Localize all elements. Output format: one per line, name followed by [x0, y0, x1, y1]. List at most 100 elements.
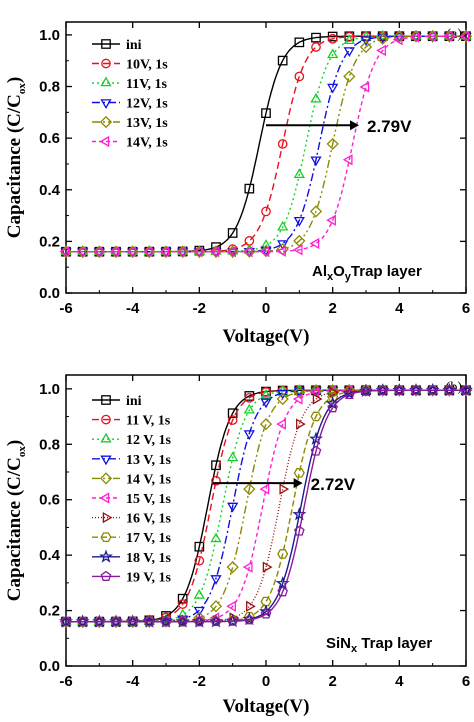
y-axis-label: Capacitance (C/Cox) — [4, 440, 28, 601]
x-tick-label: -4 — [126, 300, 140, 317]
marker-triangle-left — [242, 561, 253, 573]
legend-label: 14 V, 1s — [126, 472, 172, 487]
marker-square — [101, 395, 111, 405]
series-18-v-1s — [59, 382, 473, 628]
marker-diamond — [243, 245, 256, 258]
legend-label: 13 V, 1s — [126, 453, 172, 468]
marker-triangle-right — [262, 561, 273, 573]
marker-diamond — [259, 417, 273, 431]
x-tick-label: 6 — [462, 300, 470, 317]
marker-pentagon — [327, 402, 338, 413]
legend-label: 11 V, 1s — [126, 414, 171, 429]
legend-label: 15 V, 1s — [126, 492, 172, 507]
x-tick-label: 0 — [262, 673, 270, 690]
marker-triangle-left — [242, 246, 253, 258]
marker-pentagon — [394, 384, 405, 395]
marker-circle — [244, 236, 255, 246]
marker-pentagon — [444, 384, 455, 395]
marker-triangle-left — [342, 154, 353, 166]
panel-a: -6 -4 -2 0 2 4 6 0.0 0.2 0.4 0.6 0.8 1.0 Voltage(V) Ca… — [4, 21, 473, 347]
y-tick-label: 0.4 — [39, 182, 61, 199]
shift-arrow-head — [350, 120, 359, 131]
y-axis-label-main: Capacitance (C/C — [4, 457, 25, 601]
marker-triangle-right — [312, 393, 323, 405]
series-12v-1s — [60, 32, 472, 259]
marker-triangle-left — [276, 245, 286, 257]
y-tick-label: 0.0 — [39, 658, 60, 675]
series-14v-1s — [59, 30, 470, 258]
marker-triangle-down — [327, 83, 339, 94]
series-ini — [61, 385, 471, 627]
layer-label-part: Al — [312, 263, 327, 280]
legend-label: 16 V, 1s — [126, 512, 172, 527]
marker-diamond — [359, 40, 373, 54]
marker-circle — [101, 58, 111, 69]
legend-label: 12 V, 1s — [126, 433, 172, 448]
marker-triangle-left — [226, 246, 236, 258]
marker-circle — [211, 475, 221, 486]
x-tick-label: 4 — [395, 673, 404, 690]
marker-triangle-right — [296, 418, 306, 430]
marker-hexagon — [293, 468, 305, 478]
x-tick-label: -2 — [193, 673, 206, 690]
marker-pentagon — [410, 384, 422, 395]
marker-pentagon — [194, 615, 205, 627]
marker-diamond — [376, 32, 389, 45]
marker-diamond — [209, 600, 223, 613]
x-tick-label: -2 — [193, 300, 206, 317]
marker-triangle-up — [327, 48, 339, 59]
marker-triangle-down — [310, 156, 322, 167]
marker-diamond — [426, 30, 439, 43]
marker-diamond — [343, 70, 356, 83]
marker-triangle-left — [142, 246, 153, 258]
marker-square — [311, 32, 321, 43]
marker-triangle-left — [192, 246, 203, 258]
x-tick-label: 6 — [462, 673, 470, 690]
marker-triangle-left — [292, 393, 303, 405]
marker-triangle-up — [260, 388, 272, 399]
layer-label: AlxOyTrap layer — [312, 263, 422, 283]
marker-pentagon — [427, 384, 438, 395]
y-tick-label: 0.0 — [39, 285, 60, 302]
legend-label: 18 V, 1s — [126, 551, 172, 566]
legend-label: 11V, 1s — [126, 77, 168, 92]
marker-pentagon — [310, 445, 322, 456]
shift-annotation: 2.72V — [311, 475, 356, 494]
marker-triangle-left — [326, 214, 336, 226]
x-tick-label: 0 — [262, 300, 270, 317]
series-12-v-1s — [60, 383, 472, 625]
y-tick-label: 0.8 — [39, 436, 60, 453]
marker-triangle-right — [246, 600, 256, 612]
marker-triangle-left — [409, 31, 420, 43]
x-tick-label: 2 — [328, 673, 336, 690]
marker-pentagon — [60, 616, 72, 627]
series-11v-1s — [60, 29, 472, 255]
marker-triangle-up — [293, 168, 305, 179]
marker-triangle-up — [277, 220, 289, 231]
marker-square — [294, 37, 305, 48]
marker-triangle-down — [293, 216, 305, 227]
y-tick-label: 1.0 — [39, 381, 60, 398]
marker-triangle-left — [376, 44, 386, 57]
series-17-v-1s — [60, 385, 472, 627]
marker-diamond — [293, 386, 306, 399]
marker-triangle-up — [243, 403, 255, 414]
series-13v-1s — [59, 30, 473, 258]
marker-diamond — [259, 244, 273, 258]
marker-pentagon — [227, 615, 238, 626]
marker-triangle-right — [279, 483, 290, 495]
marker-pentagon — [460, 384, 472, 395]
series-19-v-1s — [60, 384, 472, 627]
layer-label-part: Trap layer — [357, 635, 432, 652]
marker-square — [101, 39, 111, 49]
marker-triangle-left — [292, 244, 303, 256]
marker-triangle-down — [277, 389, 289, 400]
x-tick-label: 2 — [328, 300, 336, 317]
series-ini — [61, 31, 471, 257]
marker-triangle-down — [260, 398, 272, 409]
marker-diamond — [326, 137, 339, 151]
legend-label: ini — [126, 38, 142, 53]
marker-triangle-left — [259, 483, 270, 495]
marker-hexagon — [100, 532, 112, 543]
marker-triangle-left — [359, 81, 370, 93]
